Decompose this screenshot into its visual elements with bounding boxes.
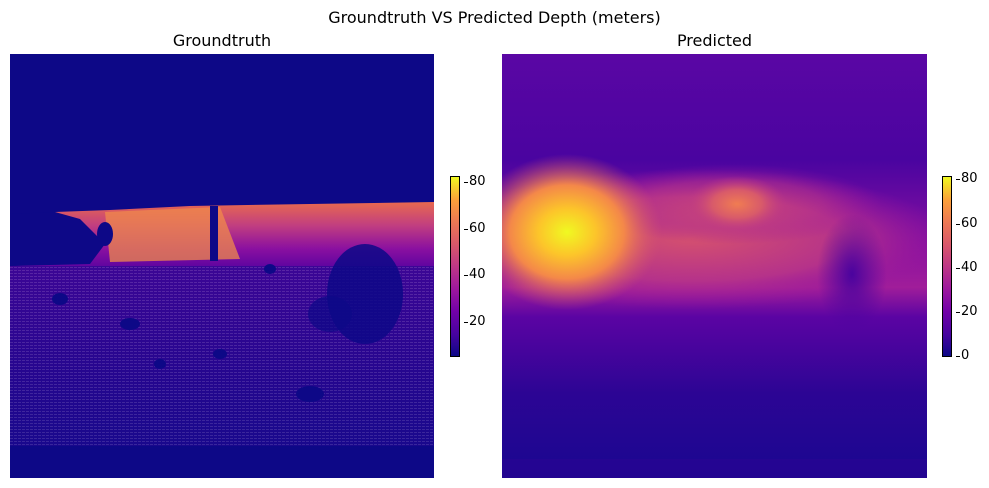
- groundtruth-depth-image: [10, 54, 434, 478]
- predicted-colorbar-tick: 20: [956, 304, 978, 319]
- predicted-colorbar-tick: 80: [956, 171, 978, 186]
- groundtruth-colorbar-tick: 20: [464, 314, 486, 329]
- groundtruth-colorbar: [450, 176, 460, 357]
- predicted-colorbar-tick: 40: [956, 260, 978, 275]
- predicted-colorbar-tick: 60: [956, 216, 978, 231]
- predicted-colorbar: [942, 176, 952, 357]
- groundtruth-colorbar-tick: 80: [464, 174, 486, 189]
- figure-title: Groundtruth VS Predicted Depth (meters): [328, 8, 661, 27]
- predicted-depth-image: [502, 54, 927, 478]
- predicted-colorbar-tick: 0: [955, 348, 970, 363]
- groundtruth-colorbar-tick: 60: [464, 221, 486, 236]
- groundtruth-colorbar-tick: 40: [464, 267, 486, 282]
- predicted-title: Predicted: [676, 31, 753, 50]
- groundtruth-title: Groundtruth: [172, 31, 272, 50]
